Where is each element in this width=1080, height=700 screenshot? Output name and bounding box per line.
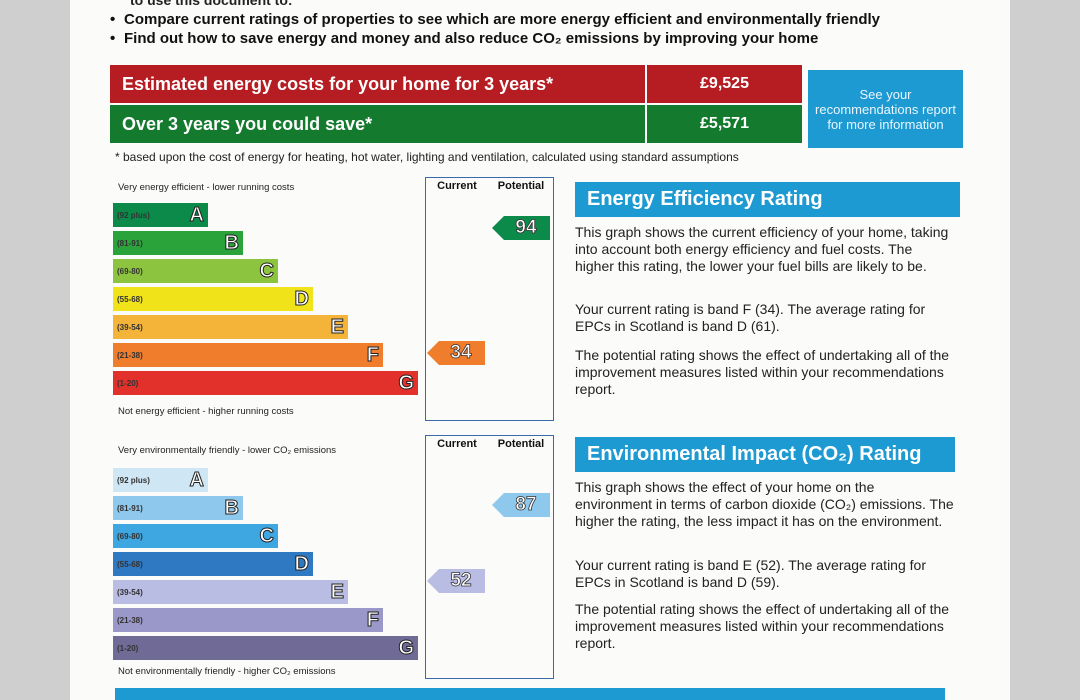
- band-letter: A: [189, 469, 204, 491]
- band-letter: E: [330, 316, 344, 338]
- current-rating-pointer: 34: [427, 341, 485, 365]
- band-range-label: (39-54): [117, 587, 143, 597]
- co2-top-caption: Very environmentally friendly - lower CO…: [118, 445, 337, 456]
- energy-potential-text: The potential rating shows the effect of…: [575, 347, 950, 397]
- energy-top-caption: Very energy efficient - lower running co…: [118, 182, 295, 193]
- rating-band-d: (55-68) D: [113, 552, 313, 576]
- band-range-label: (55-68): [117, 559, 143, 569]
- co2-bottom-caption: Not environmentally friendly - higher CO…: [118, 666, 336, 677]
- band-range-label: (92 plus): [117, 210, 150, 220]
- rating-band-d: (55-68) D: [113, 287, 313, 311]
- band-letter: G: [398, 372, 415, 394]
- co2-potential-text: The potential rating shows the effect of…: [575, 601, 950, 651]
- energy-efficiency-chart: Very energy efficient - lower running co…: [110, 175, 555, 425]
- rating-band-c: (69-80) C: [113, 524, 278, 548]
- band-letter: B: [224, 232, 239, 254]
- band-range-label: (69-80): [117, 266, 143, 276]
- current-column-header: Current: [437, 438, 477, 450]
- band-letter: E: [330, 581, 344, 603]
- band-letter: G: [398, 637, 415, 659]
- band-letter: C: [259, 260, 274, 282]
- band-range-label: (81-91): [117, 238, 143, 248]
- co2-rating-explanation: Environmental Impact (CO₂) Rating This g…: [575, 437, 960, 667]
- epc-document-page: to use this document to: Compare current…: [70, 0, 1010, 700]
- savings-label: Over 3 years you could save*: [122, 113, 373, 134]
- energy-current-rating-text: Your current rating is band F (34). The …: [575, 301, 926, 334]
- current-rating-pointer: 52: [427, 569, 485, 593]
- co2-rating-chart: Very environmentally friendly - lower CO…: [110, 433, 555, 683]
- band-letter: F: [366, 344, 379, 366]
- cut-top-text: to use this document to:: [130, 0, 293, 8]
- band-range-label: (1-20): [117, 378, 139, 388]
- energy-paragraph: This graph shows the current efficiency …: [575, 224, 949, 274]
- rating-band-f: (21-38) F: [113, 343, 383, 367]
- energy-rating-heading: Energy Efficiency Rating: [575, 182, 960, 217]
- rating-band-c: (69-80) C: [113, 259, 278, 283]
- potential-column-header: Potential: [497, 180, 545, 192]
- energy-bottom-caption: Not energy efficient - higher running co…: [118, 406, 294, 417]
- band-range-label: (21-38): [117, 615, 143, 625]
- energy-rating-explanation: Energy Efficiency Rating This graph show…: [575, 182, 960, 412]
- band-letter: C: [259, 525, 274, 547]
- next-section-heading-bar: [115, 688, 945, 700]
- band-range-label: (39-54): [117, 322, 143, 332]
- rating-band-g: (1-20) G: [113, 371, 418, 395]
- savings-row: Over 3 years you could save* £5,571: [110, 105, 802, 143]
- potential-column-header: Potential: [497, 438, 545, 450]
- rating-band-f: (21-38) F: [113, 608, 383, 632]
- band-range-label: (69-80): [117, 531, 143, 541]
- estimated-costs-row: Estimated energy costs for your home for…: [110, 65, 802, 103]
- estimated-costs-value: £9,525: [645, 65, 802, 103]
- band-range-label: (21-38): [117, 350, 143, 360]
- rating-band-b: (81-91) B: [113, 231, 243, 255]
- band-letter: D: [294, 288, 309, 310]
- band-range-label: (55-68): [117, 294, 143, 304]
- band-range-label: (1-20): [117, 643, 139, 653]
- rating-band-a: (92 plus) A: [113, 468, 208, 492]
- band-letter: D: [294, 553, 309, 575]
- rating-band-g: (1-20) G: [113, 636, 418, 660]
- co2-current-rating-text: Your current rating is band E (52). The …: [575, 557, 926, 590]
- bullet-list: Compare current ratings of properties to…: [110, 10, 880, 48]
- rating-band-a: (92 plus) A: [113, 203, 208, 227]
- costs-footnote: * based upon the cost of energy for heat…: [115, 150, 739, 164]
- bullet-item: Compare current ratings of properties to…: [110, 10, 880, 29]
- energy-costs-box: Estimated energy costs for your home for…: [110, 65, 965, 148]
- potential-rating-pointer: 94: [492, 216, 550, 240]
- bullet-item: Find out how to save energy and money an…: [110, 29, 880, 48]
- potential-rating-pointer: 87: [492, 493, 550, 517]
- see-report-box: See your recommendations report for more…: [808, 70, 963, 148]
- savings-value: £5,571: [645, 105, 802, 143]
- current-column-header: Current: [437, 180, 477, 192]
- band-letter: B: [224, 497, 239, 519]
- band-letter: A: [189, 204, 204, 226]
- band-range-label: (81-91): [117, 503, 143, 513]
- band-range-label: (92 plus): [117, 475, 150, 485]
- band-letter: F: [366, 609, 379, 631]
- co2-rating-heading: Environmental Impact (CO₂) Rating: [575, 437, 955, 472]
- rating-band-e: (39-54) E: [113, 315, 348, 339]
- rating-band-e: (39-54) E: [113, 580, 348, 604]
- current-column: [425, 177, 488, 421]
- co2-paragraph: This graph shows the effect of your home…: [575, 479, 954, 529]
- rating-band-b: (81-91) B: [113, 496, 243, 520]
- estimated-costs-label: Estimated energy costs for your home for…: [122, 73, 554, 94]
- current-column: [425, 435, 488, 679]
